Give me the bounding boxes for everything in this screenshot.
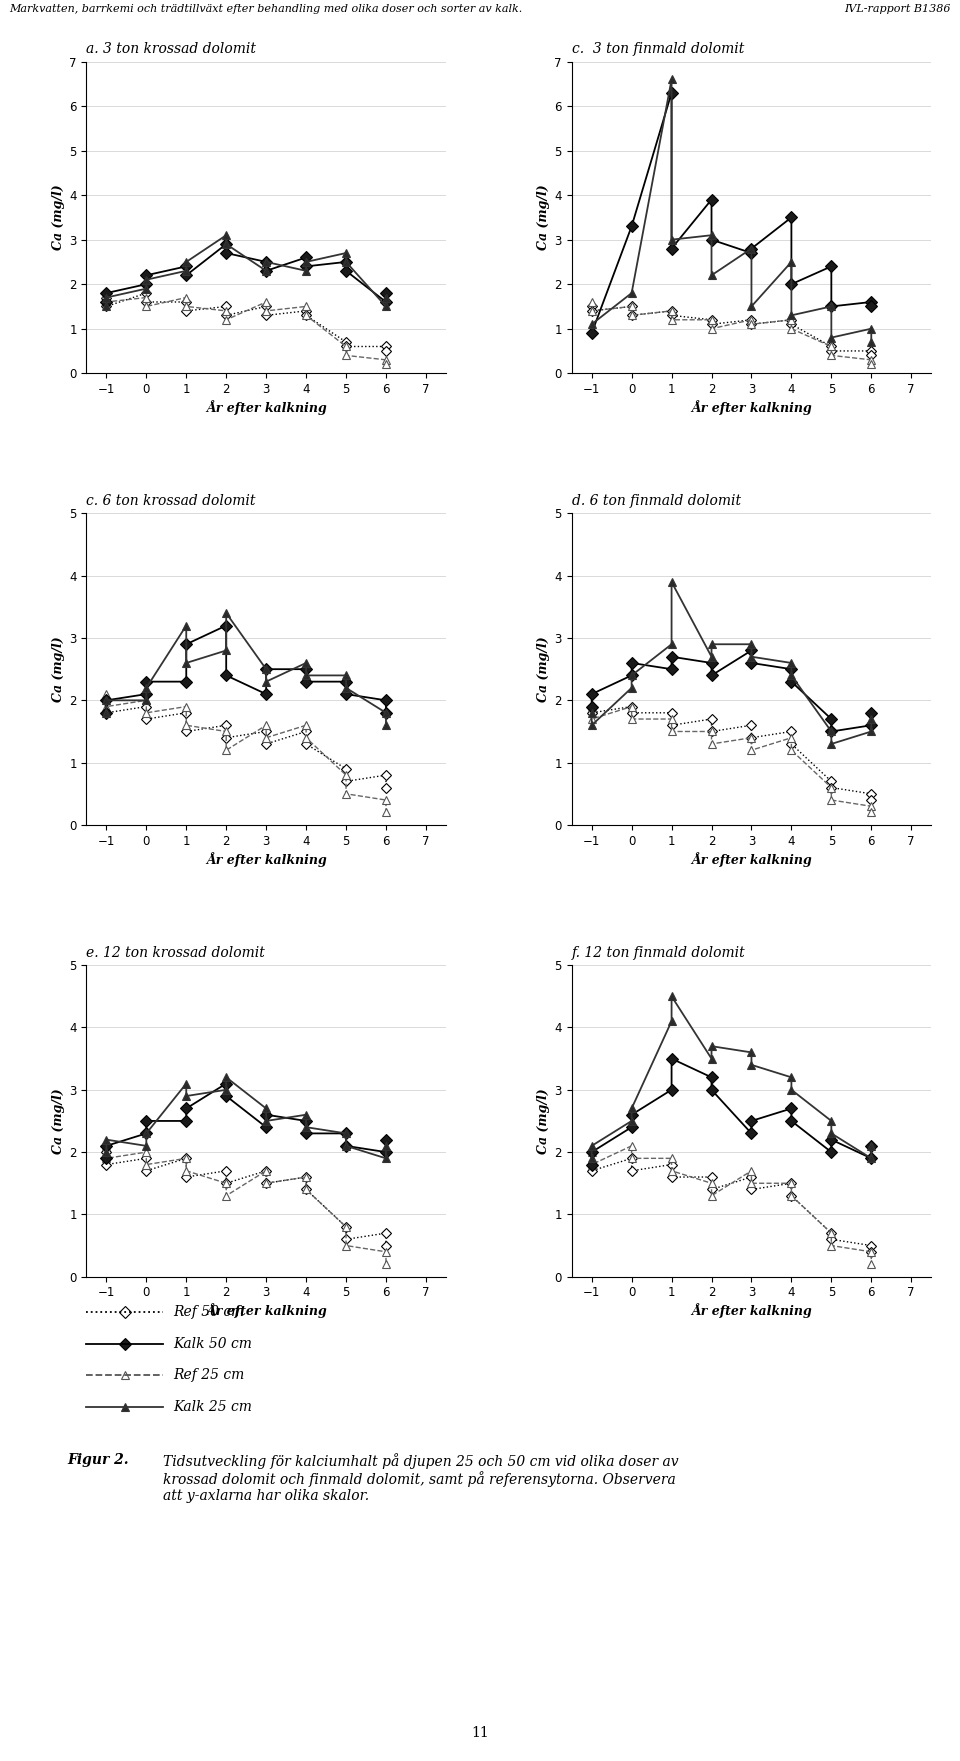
Text: c.  3 ton finmald dolomit: c. 3 ton finmald dolomit: [572, 42, 744, 56]
X-axis label: År efter kalkning: År efter kalkning: [205, 852, 326, 866]
Y-axis label: Ca (mg/l): Ca (mg/l): [52, 636, 65, 703]
Text: Kalk 50 cm: Kalk 50 cm: [173, 1337, 252, 1351]
X-axis label: År efter kalkning: År efter kalkning: [205, 400, 326, 416]
Text: Tidsutveckling för kalciumhalt på djupen 25 och 50 cm vid olika doser av
krossad: Tidsutveckling för kalciumhalt på djupen…: [163, 1453, 679, 1504]
Text: 11: 11: [471, 1726, 489, 1740]
Text: e. 12 ton krossad dolomit: e. 12 ton krossad dolomit: [86, 946, 265, 960]
Y-axis label: Ca (mg/l): Ca (mg/l): [538, 185, 550, 250]
Text: IVL-rapport B1386: IVL-rapport B1386: [844, 4, 950, 14]
Text: c. 6 ton krossad dolomit: c. 6 ton krossad dolomit: [86, 495, 256, 509]
Text: Figur 2.: Figur 2.: [67, 1453, 129, 1467]
Text: Kalk 25 cm: Kalk 25 cm: [173, 1400, 252, 1414]
Text: Ref 50 cm: Ref 50 cm: [173, 1305, 244, 1319]
Text: Ref 25 cm: Ref 25 cm: [173, 1368, 244, 1382]
Text: Markvatten, barrkemi och trädtillväxt efter behandling med olika doser och sorte: Markvatten, barrkemi och trädtillväxt ef…: [10, 4, 523, 14]
X-axis label: År efter kalkning: År efter kalkning: [691, 852, 812, 866]
Text: d. 6 ton finmald dolomit: d. 6 ton finmald dolomit: [572, 495, 741, 509]
X-axis label: År efter kalkning: År efter kalkning: [691, 1303, 812, 1319]
Y-axis label: Ca (mg/l): Ca (mg/l): [538, 1088, 550, 1153]
Text: f. 12 ton finmald dolomit: f. 12 ton finmald dolomit: [572, 946, 746, 960]
Text: a. 3 ton krossad dolomit: a. 3 ton krossad dolomit: [86, 42, 256, 56]
X-axis label: År efter kalkning: År efter kalkning: [205, 1303, 326, 1319]
Y-axis label: Ca (mg/l): Ca (mg/l): [538, 636, 550, 703]
Y-axis label: Ca (mg/l): Ca (mg/l): [52, 1088, 65, 1153]
X-axis label: År efter kalkning: År efter kalkning: [691, 400, 812, 416]
Y-axis label: Ca (mg/l): Ca (mg/l): [52, 185, 65, 250]
